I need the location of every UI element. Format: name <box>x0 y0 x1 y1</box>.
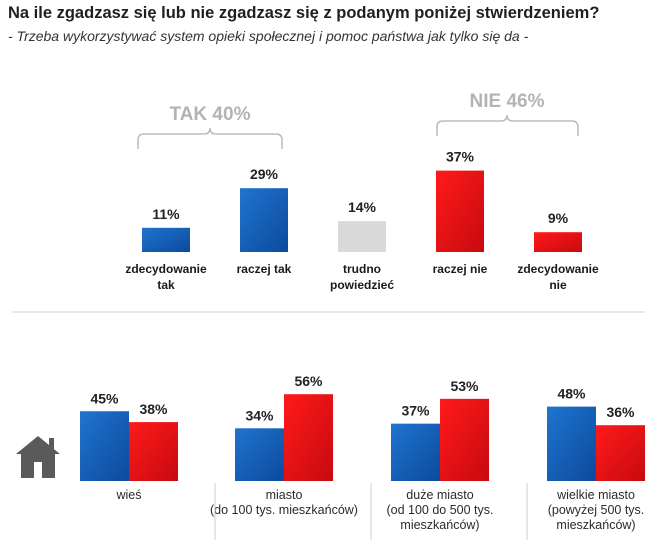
bar-value-label: 37% <box>446 149 475 165</box>
category-label: (powyżej 500 tys. <box>548 503 645 517</box>
bar-nie-1 <box>129 422 178 481</box>
category-label: mieszkańców) <box>556 518 635 532</box>
bar-value-label: 37% <box>401 403 430 419</box>
category-label: trudno <box>343 262 381 276</box>
category-label: duże miasto <box>406 488 473 502</box>
category-label: raczej tak <box>237 262 292 276</box>
bar-tak-1 <box>80 411 129 481</box>
bar-tak-3 <box>391 423 440 481</box>
category-label: (od 100 do 500 tys. <box>386 503 493 517</box>
group-bracket <box>436 114 579 136</box>
category-label: wielkie miasto <box>556 488 635 502</box>
bar-tak-2 <box>235 428 284 481</box>
group-bracket <box>137 127 283 149</box>
category-label: powiedzieć <box>330 278 394 292</box>
category-label: zdecydowanie <box>517 262 599 276</box>
group-label: NIE 46% <box>470 91 545 112</box>
category-label: raczej nie <box>433 262 488 276</box>
bar-value-label: 53% <box>450 378 479 394</box>
bar-value-label: 11% <box>152 206 180 222</box>
chart-title: Na ile zgadzasz się lub nie zgadzasz się… <box>8 4 600 22</box>
chart-subtitle: - Trzeba wykorzystywać system opieki spo… <box>8 28 529 44</box>
bar-nie-3 <box>440 398 489 481</box>
bar-3 <box>338 221 386 252</box>
bar-value-label: 45% <box>90 390 119 406</box>
bar-value-label: 48% <box>557 386 586 402</box>
top-chart: 11% zdecydowanie tak 29% raczej tak 14% trudno… <box>125 91 599 292</box>
house-icon <box>16 436 60 478</box>
bar-value-label: 9% <box>548 210 569 226</box>
bar-nie-4 <box>596 425 645 481</box>
category-label: mieszkańców) <box>400 518 479 532</box>
group-label: TAK 40% <box>170 104 251 125</box>
bar-nie-2 <box>284 394 333 481</box>
bar-value-label: 29% <box>250 166 279 182</box>
bottom-chart: 45% 38% wieś 34% 56% miasto(do 100 tys. miesz… <box>80 373 645 540</box>
bar-value-label: 34% <box>245 407 274 423</box>
bar-1 <box>142 227 190 252</box>
category-label: tak <box>157 278 175 292</box>
category-label: (do 100 tys. mieszkańców) <box>210 503 358 517</box>
bar-2 <box>240 188 288 252</box>
bar-value-label: 36% <box>606 404 635 420</box>
bar-tak-4 <box>547 406 596 481</box>
category-label: wieś <box>115 488 141 502</box>
bar-4 <box>436 170 484 252</box>
bar-value-label: 14% <box>348 199 377 215</box>
bar-value-label: 38% <box>139 401 168 417</box>
bar-value-label: 56% <box>294 373 323 389</box>
category-label: nie <box>549 278 567 292</box>
category-label: zdecydowanie <box>125 262 207 276</box>
bar-5 <box>534 232 582 252</box>
category-label: miasto <box>266 488 303 502</box>
